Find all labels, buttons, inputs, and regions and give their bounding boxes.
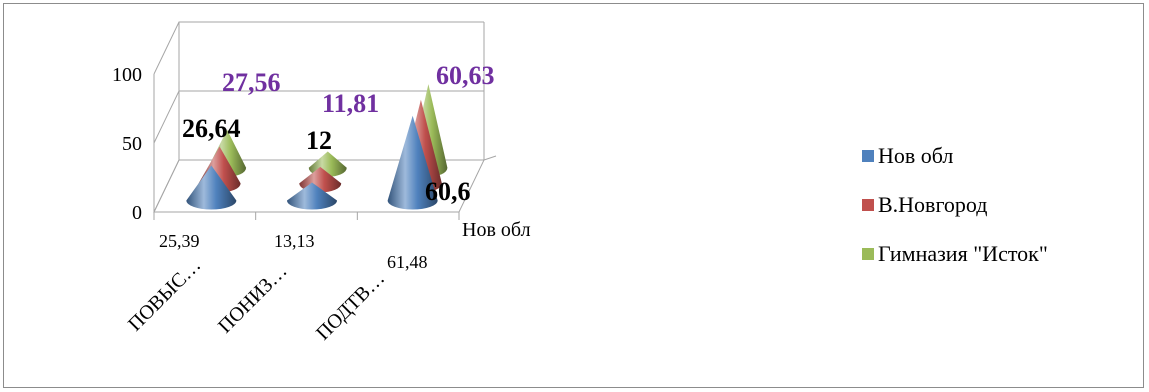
legend-swatch [862, 248, 874, 260]
category-label: ПОНИЗ… [214, 260, 292, 338]
data-label: 25,39 [159, 231, 200, 251]
y-tick-label: 0 [132, 202, 142, 224]
gridline [153, 21, 484, 75]
data-label: 11,81 [322, 89, 379, 118]
y-tick-label: 50 [122, 133, 142, 155]
data-label: 60,6 [425, 177, 471, 206]
data-label: 12 [306, 126, 332, 155]
legend-label: Гимназия "Исток" [878, 241, 1048, 266]
floor-edge [483, 155, 497, 161]
data-label: 60,63 [436, 61, 495, 90]
cone-1-3[interactable] [387, 115, 438, 210]
data-label: 61,48 [387, 252, 428, 272]
data-label: 13,13 [274, 231, 315, 251]
legend-label: В.Новгород [878, 192, 987, 217]
legend-swatch [862, 199, 874, 211]
data-label: 26,64 [182, 114, 241, 143]
data-label: 27,56 [222, 68, 281, 97]
cone-1-1[interactable] [186, 165, 237, 210]
depth-axis-label: Нов обл [462, 219, 531, 241]
legend-swatch [862, 150, 874, 162]
category-label: ПОДТВ… [312, 267, 389, 344]
cone-1-2[interactable] [287, 182, 337, 210]
cone-chart: 0 50 100 25,39 13,13 61,48 26,64 12 60,6 27,56 11… [112, 21, 1048, 345]
category-label: ПОВЫС… [124, 254, 205, 335]
y-tick-label: 100 [112, 64, 142, 86]
legend-label: Нов обл [878, 143, 953, 168]
chart-area: 0 50 100 25,39 13,13 61,48 26,64 12 60,6 27,56 11… [3, 3, 1144, 388]
